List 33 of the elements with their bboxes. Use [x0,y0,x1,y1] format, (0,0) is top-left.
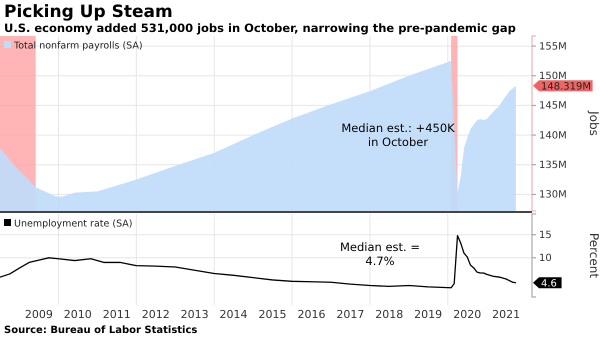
annotation: 4.6 [541,278,557,290]
x-tick-label: 2011 [102,308,131,321]
y-axis-title: Percent [587,232,600,278]
source-note: Source: Bureau of Labor Statistics [4,325,198,336]
x-tick-label: 2017 [336,308,364,321]
y-tick-label: 15 [539,230,552,241]
y-tick-label: 140M [539,130,567,142]
y-tick-label: 155M [539,41,567,52]
chart-subtitle: U.S. economy added 531,000 jobs in October, narrowing the pre-pandemic gap [4,21,516,35]
x-tick-label: 2016 [297,308,326,321]
y-tick-label: 150M [539,70,567,82]
y-axis-title: Jobs [587,110,600,136]
x-tick-label: 2020 [453,308,482,321]
y-tick-label: 10 [539,253,552,264]
x-tick-label: 2021 [492,308,520,321]
y-tick-label: 130M [539,190,567,201]
x-tick-label: 2009 [24,308,53,321]
legend-label: Unemployment rate (SA) [14,218,132,230]
y-tick-label: 135M [539,160,567,171]
x-tick-label: 2012 [142,308,170,321]
annotation: 148.319M [541,81,591,92]
annotation: Median est. = 4.7% [340,240,420,268]
x-tick-label: 2018 [375,308,404,321]
x-tick-label: 2013 [180,308,209,321]
x-tick-label: 2014 [220,308,248,321]
x-tick-label: 2019 [414,308,442,321]
x-tick-label: 2010 [64,308,92,321]
y-tick-label: 145M [539,100,567,112]
x-tick-label: 2015 [258,308,286,321]
chart-title: Picking Up Steam [4,2,173,22]
legend-label: Total nonfarm payrolls (SA) [13,40,143,52]
annotation: Median est.: +450K in October [341,121,456,149]
line-series [0,235,517,288]
